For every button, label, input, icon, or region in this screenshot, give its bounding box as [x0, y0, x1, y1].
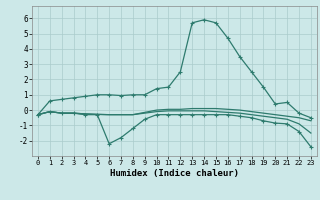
- X-axis label: Humidex (Indice chaleur): Humidex (Indice chaleur): [110, 169, 239, 178]
